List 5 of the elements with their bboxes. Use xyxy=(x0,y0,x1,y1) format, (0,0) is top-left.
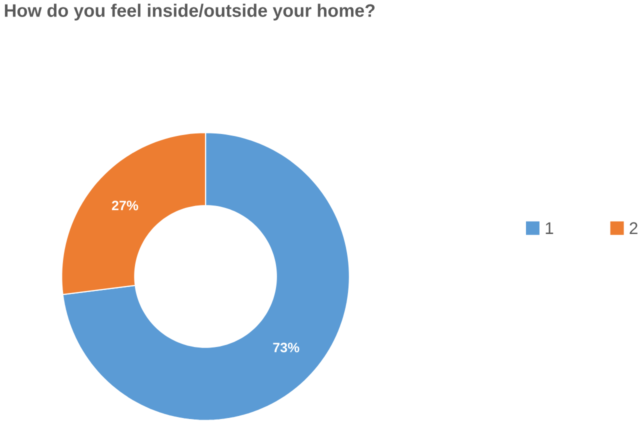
chart-title: How do you feel inside/outside your home? xyxy=(4,4,375,21)
data-label: 73% xyxy=(273,342,300,352)
legend-label: 2 xyxy=(630,222,638,234)
legend-label: 1 xyxy=(546,222,554,234)
data-label: 27% xyxy=(112,200,138,210)
